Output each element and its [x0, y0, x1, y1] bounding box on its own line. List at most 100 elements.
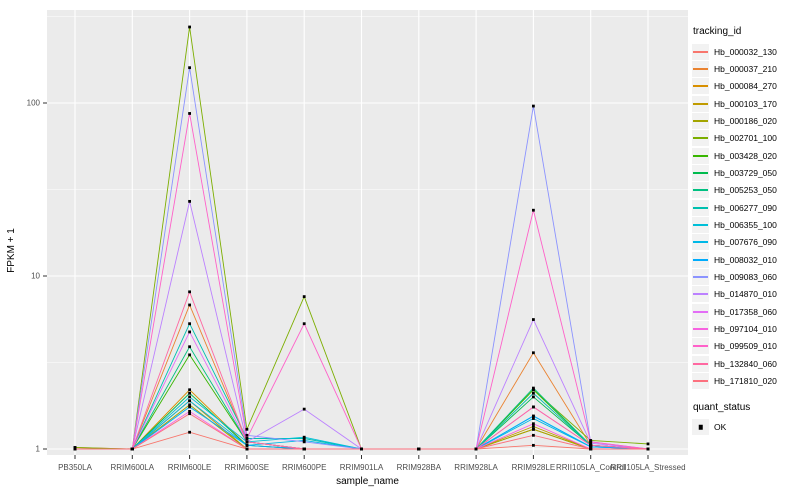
legend-entry-Hb_003729_050: Hb_003729_050	[692, 164, 800, 181]
legend-label-ok: OK	[714, 422, 727, 433]
legend-key-Hb_000032_130	[692, 43, 709, 60]
data-point	[417, 447, 421, 451]
legend-swatch-line	[693, 137, 708, 140]
legend-swatch-line	[693, 67, 708, 70]
data-point	[302, 440, 306, 444]
legend-label: Hb_132840_060	[714, 358, 777, 369]
data-point	[302, 447, 306, 451]
data-point	[245, 433, 249, 437]
legend-label: Hb_000103_170	[714, 98, 777, 109]
legend-swatch-line	[693, 102, 708, 105]
legend: tracking_id Hb_000032_130 Hb_000037_210 Hb…	[692, 26, 800, 436]
legend-label: Hb_006355_100	[714, 219, 777, 230]
data-point	[532, 351, 535, 355]
legend-entry-ok: OK	[692, 419, 800, 436]
legend-entry-Hb_099509_010: Hb_099509_010	[692, 338, 800, 355]
legend-key-Hb_006277_090	[692, 199, 709, 216]
y-tick-label-1: 1	[35, 444, 40, 454]
legend-label: Hb_003729_050	[714, 167, 777, 178]
legend-entry-Hb_007676_090: Hb_007676_090	[692, 234, 800, 251]
data-point	[532, 425, 535, 428]
legend-swatch-line	[693, 345, 708, 348]
legend-swatch-line	[693, 154, 708, 157]
legend-entry-Hb_132840_060: Hb_132840_060	[692, 355, 800, 372]
data-point	[188, 322, 191, 326]
data-point	[188, 430, 191, 434]
data-point	[532, 395, 535, 399]
legend-label: Hb_000032_130	[714, 46, 777, 57]
data-point	[532, 427, 535, 431]
x-tick-label-RRIM928LA: RRIM928LA	[454, 463, 498, 472]
data-point	[302, 322, 306, 326]
data-point	[532, 433, 535, 437]
data-point	[245, 437, 249, 440]
legend-entry-Hb_009083_060: Hb_009083_060	[692, 268, 800, 285]
data-point	[188, 25, 191, 29]
data-point	[302, 435, 306, 439]
legend-key-Hb_097104_010	[692, 320, 709, 337]
legend-key-Hb_002701_100	[692, 130, 709, 147]
x-tick-label-RRIM901LA: RRIM901LA	[339, 463, 384, 472]
legend-label: Hb_007676_090	[714, 237, 777, 248]
legend-title-quant-status: quant_status	[693, 401, 751, 413]
data-point	[188, 290, 191, 294]
legend-key-Hb_006355_100	[692, 216, 709, 233]
legend-label: Hb_006277_090	[714, 202, 777, 213]
legend-key-Hb_017358_060	[692, 303, 709, 320]
legend-entry-Hb_005253_050: Hb_005253_050	[692, 182, 800, 199]
legend-entries: Hb_000032_130 Hb_000037_210 Hb_000084_270 H…	[692, 43, 800, 390]
legend-label: Hb_099509_010	[714, 341, 777, 352]
legend-key-Hb_009083_060	[692, 268, 709, 285]
legend-key-Hb_003729_050	[692, 164, 709, 181]
x-tick-label-RRIM928LE: RRIM928LE	[511, 463, 556, 472]
legend-entry-Hb_000186_020: Hb_000186_020	[692, 112, 800, 129]
legend-key-Hb_005253_050	[692, 182, 709, 199]
legend-label: Hb_005253_050	[714, 185, 777, 196]
data-point	[532, 391, 535, 395]
legend-entry-Hb_002701_100: Hb_002701_100	[692, 130, 800, 147]
panel-background	[47, 10, 688, 455]
data-point	[532, 104, 535, 108]
legend-entry-Hb_097104_010: Hb_097104_010	[692, 320, 800, 337]
legend-swatch-line	[693, 258, 708, 261]
legend-swatch-line	[693, 293, 708, 296]
data-point	[532, 318, 535, 321]
data-point	[245, 447, 249, 451]
legend-label: Hb_017358_060	[714, 306, 777, 317]
data-point	[73, 447, 77, 451]
data-point	[589, 445, 593, 449]
legend-swatch-line	[693, 310, 708, 313]
legend-key-Hb_008032_010	[692, 251, 709, 268]
legend-label: Hb_000037_210	[714, 63, 777, 74]
data-point	[188, 112, 191, 115]
data-point	[188, 199, 191, 203]
data-point	[532, 386, 535, 390]
y-tick-label-10: 10	[31, 271, 40, 281]
y-tick-label-100: 100	[26, 98, 40, 108]
data-point	[532, 414, 535, 418]
legend-key-Hb_099509_010	[692, 338, 709, 355]
data-point	[646, 447, 650, 451]
data-point	[188, 345, 191, 349]
legend-entry-Hb_006277_090: Hb_006277_090	[692, 199, 800, 216]
legend-swatch-line	[693, 327, 708, 330]
data-point	[589, 447, 593, 451]
data-point	[532, 417, 535, 420]
legend-swatch-line	[693, 379, 708, 382]
data-point	[532, 422, 535, 426]
data-point	[646, 442, 650, 446]
legend-label: Hb_008032_010	[714, 254, 777, 265]
legend-entry-Hb_003428_020: Hb_003428_020	[692, 147, 800, 164]
data-point	[188, 405, 191, 409]
x-tick-label-PB350LA: PB350LA	[58, 463, 92, 472]
data-point	[302, 407, 306, 411]
legend-swatch-line	[693, 223, 708, 226]
legend-label: Hb_171810_020	[714, 375, 777, 386]
legend-entry-Hb_000037_210: Hb_000037_210	[692, 60, 800, 77]
legend-entry-Hb_017358_060: Hb_017358_060	[692, 303, 800, 320]
legend-swatch-line	[693, 171, 708, 174]
legend-swatch-line	[693, 206, 708, 209]
legend-key-Hb_007676_090	[692, 234, 709, 251]
x-tick-label-RRII105LA_Stressed: RRII105LA_Stressed	[610, 463, 686, 472]
